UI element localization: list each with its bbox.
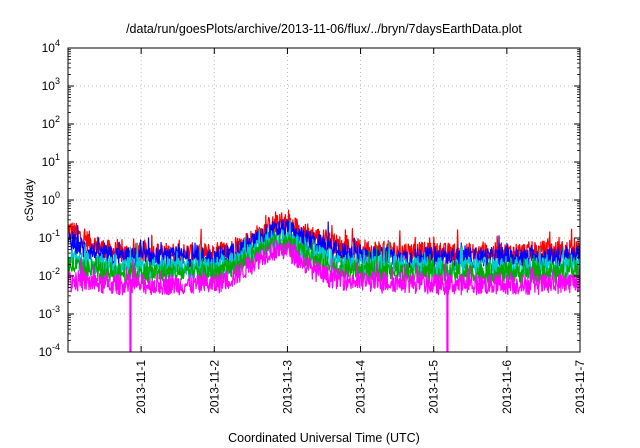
x-axis-label: Coordinated Universal Time (UTC) bbox=[228, 431, 420, 445]
y-ticks: 10-4 10-3 10-2 10-1 100 101 102 103 104 bbox=[39, 38, 580, 359]
x-tick-label: 2013-11-3 bbox=[280, 360, 294, 414]
series-layer bbox=[68, 209, 580, 352]
x-tick-label: 2013-11-5 bbox=[427, 360, 441, 414]
y-tick-label: 101 bbox=[42, 152, 60, 169]
x-tick-label: 2013-11-6 bbox=[500, 360, 514, 414]
y-tick-label: 10-2 bbox=[39, 266, 60, 283]
x-tick-label: 2013-11-4 bbox=[354, 360, 368, 414]
x-ticks: 2013-11-1 2013-11-2 2013-11-3 2013-11-4 2013… bbox=[134, 48, 587, 414]
chart-title: /data/run/goesPlots/archive/2013-11-06/f… bbox=[126, 22, 522, 36]
y-tick-label: 102 bbox=[42, 114, 60, 131]
grid bbox=[68, 48, 580, 352]
x-tick-label: 2013-11-7 bbox=[573, 360, 587, 414]
y-tick-label: 10-4 bbox=[39, 342, 60, 359]
x-tick-label: 2013-11-2 bbox=[207, 360, 221, 414]
y-axis-label: cSv/day bbox=[22, 179, 36, 222]
y-tick-label: 10-1 bbox=[39, 228, 60, 245]
y-tick-label: 104 bbox=[42, 38, 60, 55]
x-tick-label: 2013-11-1 bbox=[134, 360, 148, 414]
y-tick-label: 103 bbox=[42, 76, 60, 93]
y-tick-label: 100 bbox=[42, 190, 60, 207]
y-tick-label: 10-3 bbox=[39, 304, 60, 321]
series-line-5 bbox=[68, 240, 580, 296]
